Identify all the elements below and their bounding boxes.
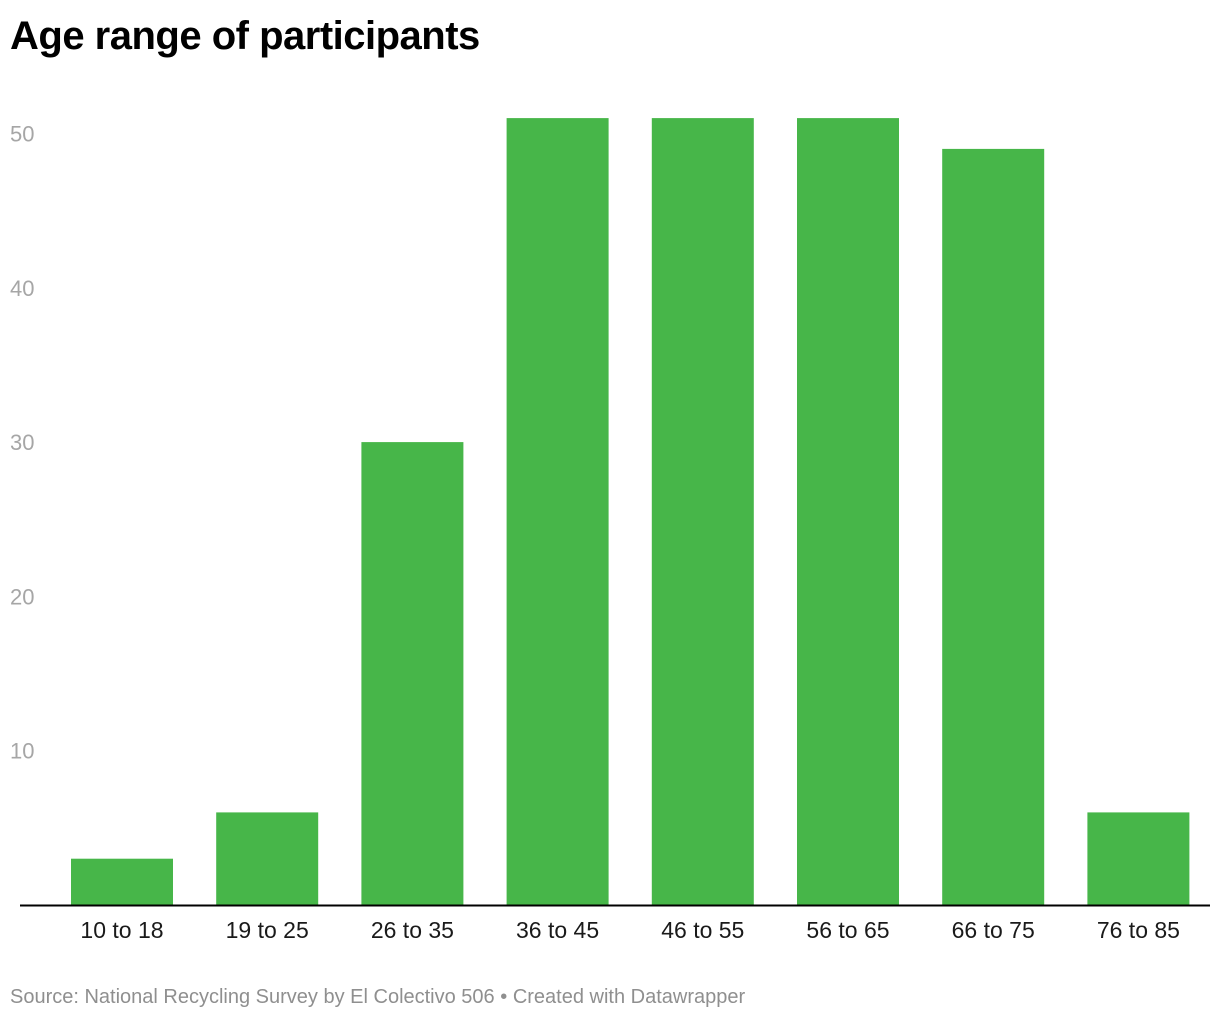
x-axis-labels: 10 to 18 19 to 25 26 to 35 36 to 45 46 to 55… — [80, 917, 1180, 943]
y-tick-label-10: 10 — [10, 739, 34, 764]
x-tick-label-56-to-65: 56 to 65 — [806, 917, 889, 943]
x-tick-label-19-to-25: 19 to 25 — [226, 917, 309, 943]
bar-10-to-18 — [71, 858, 173, 905]
bar-36-to-45 — [506, 118, 609, 906]
x-tick-label-26-to-35: 26 to 35 — [371, 917, 454, 943]
y-axis-ticks: 10 20 30 40 50 — [10, 122, 34, 764]
bar-46-to-55 — [651, 118, 754, 906]
y-tick-label-50: 50 — [10, 122, 34, 147]
footer-separator: • — [500, 986, 508, 1008]
bar-56-to-65 — [797, 118, 899, 906]
x-tick-label-36-to-45: 36 to 45 — [516, 917, 599, 943]
y-tick-label-20: 20 — [10, 584, 34, 609]
x-tick-label-46-to-55: 46 to 55 — [661, 917, 744, 943]
bar-66-to-75 — [942, 148, 1045, 905]
chart-footer: Source: National Recycling Survey by El … — [10, 984, 745, 1010]
x-tick-label-66-to-75: 66 to 75 — [952, 917, 1035, 943]
bars — [71, 118, 1190, 906]
chart-title: Age range of participants — [10, 14, 480, 58]
bar-76-to-85 — [1087, 812, 1190, 905]
x-tick-label-76-to-85: 76 to 85 — [1097, 917, 1180, 943]
source-text: Source: National Recycling Survey by El … — [10, 986, 495, 1008]
credit-text: Created with Datawrapper — [512, 986, 746, 1008]
y-tick-label-30: 30 — [10, 430, 34, 455]
x-tick-label-10-to-18: 10 to 18 — [80, 917, 163, 943]
bar-19-to-25 — [216, 812, 319, 905]
y-tick-label-40: 40 — [10, 276, 34, 301]
bar-chart: 10 20 30 40 50 10 to 18 19 to 25 26 to 35 36 to… — [10, 118, 1210, 943]
bar-26-to-35 — [361, 442, 464, 905]
